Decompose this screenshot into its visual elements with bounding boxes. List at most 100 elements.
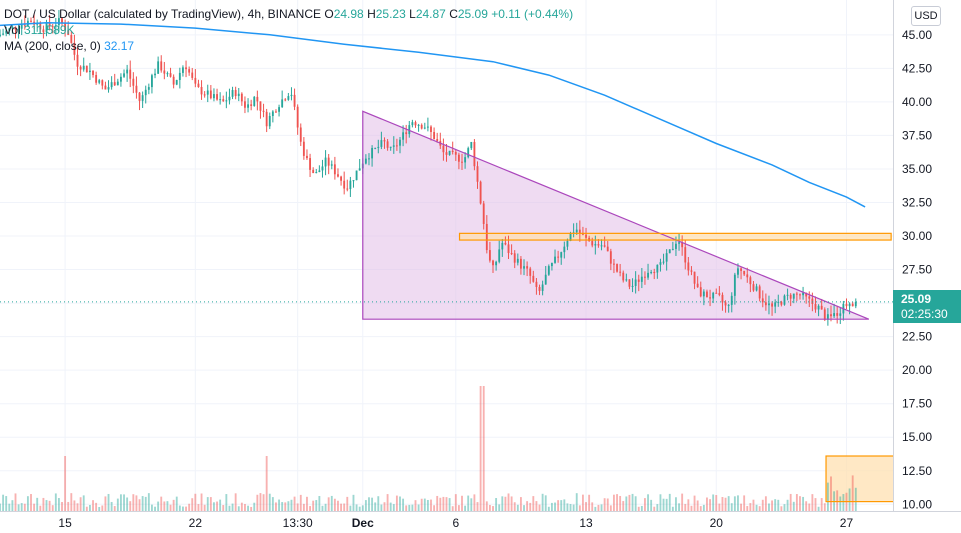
candle-body — [563, 246, 566, 253]
volume-bar — [377, 496, 380, 511]
volume-bar — [123, 494, 125, 511]
volume-bar — [349, 505, 352, 511]
candle-body — [613, 263, 615, 265]
volume-bar — [104, 496, 107, 511]
price-tick-label: 37.50 — [902, 128, 932, 142]
candle-body — [755, 286, 758, 291]
candle-body — [442, 145, 445, 153]
volume-bar — [244, 503, 246, 511]
candle-body — [554, 256, 556, 263]
volume-bar — [693, 495, 696, 511]
volume-bar — [160, 496, 163, 511]
candle-body — [256, 96, 259, 102]
candle-body — [644, 276, 646, 278]
change-value: +0.11 (+0.44%) — [491, 7, 574, 21]
candle-body — [625, 279, 628, 281]
volume-bar — [423, 498, 426, 511]
candle-body — [95, 75, 98, 83]
volume-bar — [681, 493, 684, 511]
legend-ma-row: MA (200, close, 0) 32.17 — [4, 38, 573, 54]
candle-body — [352, 180, 355, 182]
candle-body — [17, 28, 20, 30]
candle-body — [302, 141, 305, 156]
candle-body — [823, 309, 826, 320]
volume-bar — [485, 501, 488, 511]
ma-label[interactable]: MA (200, close, 0) — [4, 39, 101, 53]
candle-body — [73, 42, 76, 55]
volume-bar — [178, 505, 181, 511]
volume-bar — [374, 502, 377, 511]
candle-body — [740, 268, 742, 271]
candle-body — [609, 251, 612, 264]
candle-body — [550, 262, 553, 267]
volume-bar — [395, 495, 398, 511]
candle-body — [678, 242, 680, 244]
candle-body — [675, 243, 677, 249]
triangle-pattern-outline — [362, 110, 870, 320]
volume-bar — [39, 505, 42, 511]
candle-body — [48, 22, 51, 27]
candle-body — [203, 94, 206, 96]
rectangle-zone-outline — [458, 232, 892, 241]
candle-body — [659, 262, 662, 265]
volume-bar — [805, 501, 808, 511]
candle-body — [423, 127, 426, 129]
candle-body — [786, 294, 789, 296]
volume-bar — [79, 497, 82, 511]
candle-body — [724, 302, 727, 306]
volume-bar — [101, 505, 104, 511]
volume-bar — [284, 502, 287, 511]
currency-button[interactable]: USD — [911, 6, 941, 26]
candle-body — [833, 313, 836, 317]
volume-bar — [228, 505, 231, 511]
volume-bar — [253, 502, 256, 511]
candle-body — [88, 70, 91, 73]
volume-bar — [141, 496, 144, 511]
volume-bar — [219, 499, 222, 511]
volume-bar — [718, 503, 721, 511]
candle-body — [268, 116, 271, 127]
candle-body — [0, 34, 1, 37]
volume-bar — [98, 506, 101, 511]
candle-body — [560, 252, 563, 258]
candle-body — [687, 262, 690, 271]
volume-bar — [116, 498, 119, 511]
volume-bar — [582, 494, 584, 511]
volume-bar — [526, 501, 529, 511]
candle-body — [386, 141, 389, 148]
price-axis[interactable]: 45.00 42.50 40.00 37.50 35.00 32.50 30.00 27.50… — [893, 0, 961, 533]
candle-body — [98, 80, 101, 83]
candle-body — [126, 69, 129, 74]
candle-body — [752, 284, 755, 291]
volume-bar — [650, 499, 653, 511]
time-axis[interactable]: 15 22 13:30 Dec 6 13 20 27 — [0, 511, 961, 533]
candle-body — [656, 264, 659, 273]
candle-body — [392, 145, 395, 147]
symbol-title[interactable]: DOT / US Dollar (calculated by TradingVi… — [4, 7, 322, 21]
rectangle-zone-fill — [459, 233, 892, 241]
candle-body — [445, 152, 448, 155]
volume-bar — [814, 498, 817, 511]
candle-body — [671, 248, 674, 250]
candle-body — [11, 26, 14, 29]
volume-bar — [554, 502, 556, 511]
volume-bar — [92, 500, 94, 511]
volume-bar — [14, 493, 17, 511]
volume-bar — [792, 501, 795, 511]
candle-body — [836, 313, 839, 316]
candle-body — [250, 104, 253, 106]
candle-body — [188, 69, 191, 73]
candle-body — [343, 180, 346, 189]
volume-bar — [194, 493, 197, 511]
volume-bar — [671, 506, 674, 511]
candle-body — [284, 99, 287, 101]
candle-body — [275, 111, 277, 113]
volume-label[interactable]: Vol — [4, 23, 21, 37]
price-tick-label: 30.00 — [902, 229, 932, 243]
candle-body — [606, 246, 609, 252]
candle-body — [377, 146, 380, 148]
candle-body — [715, 292, 718, 294]
volume-bar — [609, 505, 612, 511]
candle-body — [467, 148, 470, 158]
